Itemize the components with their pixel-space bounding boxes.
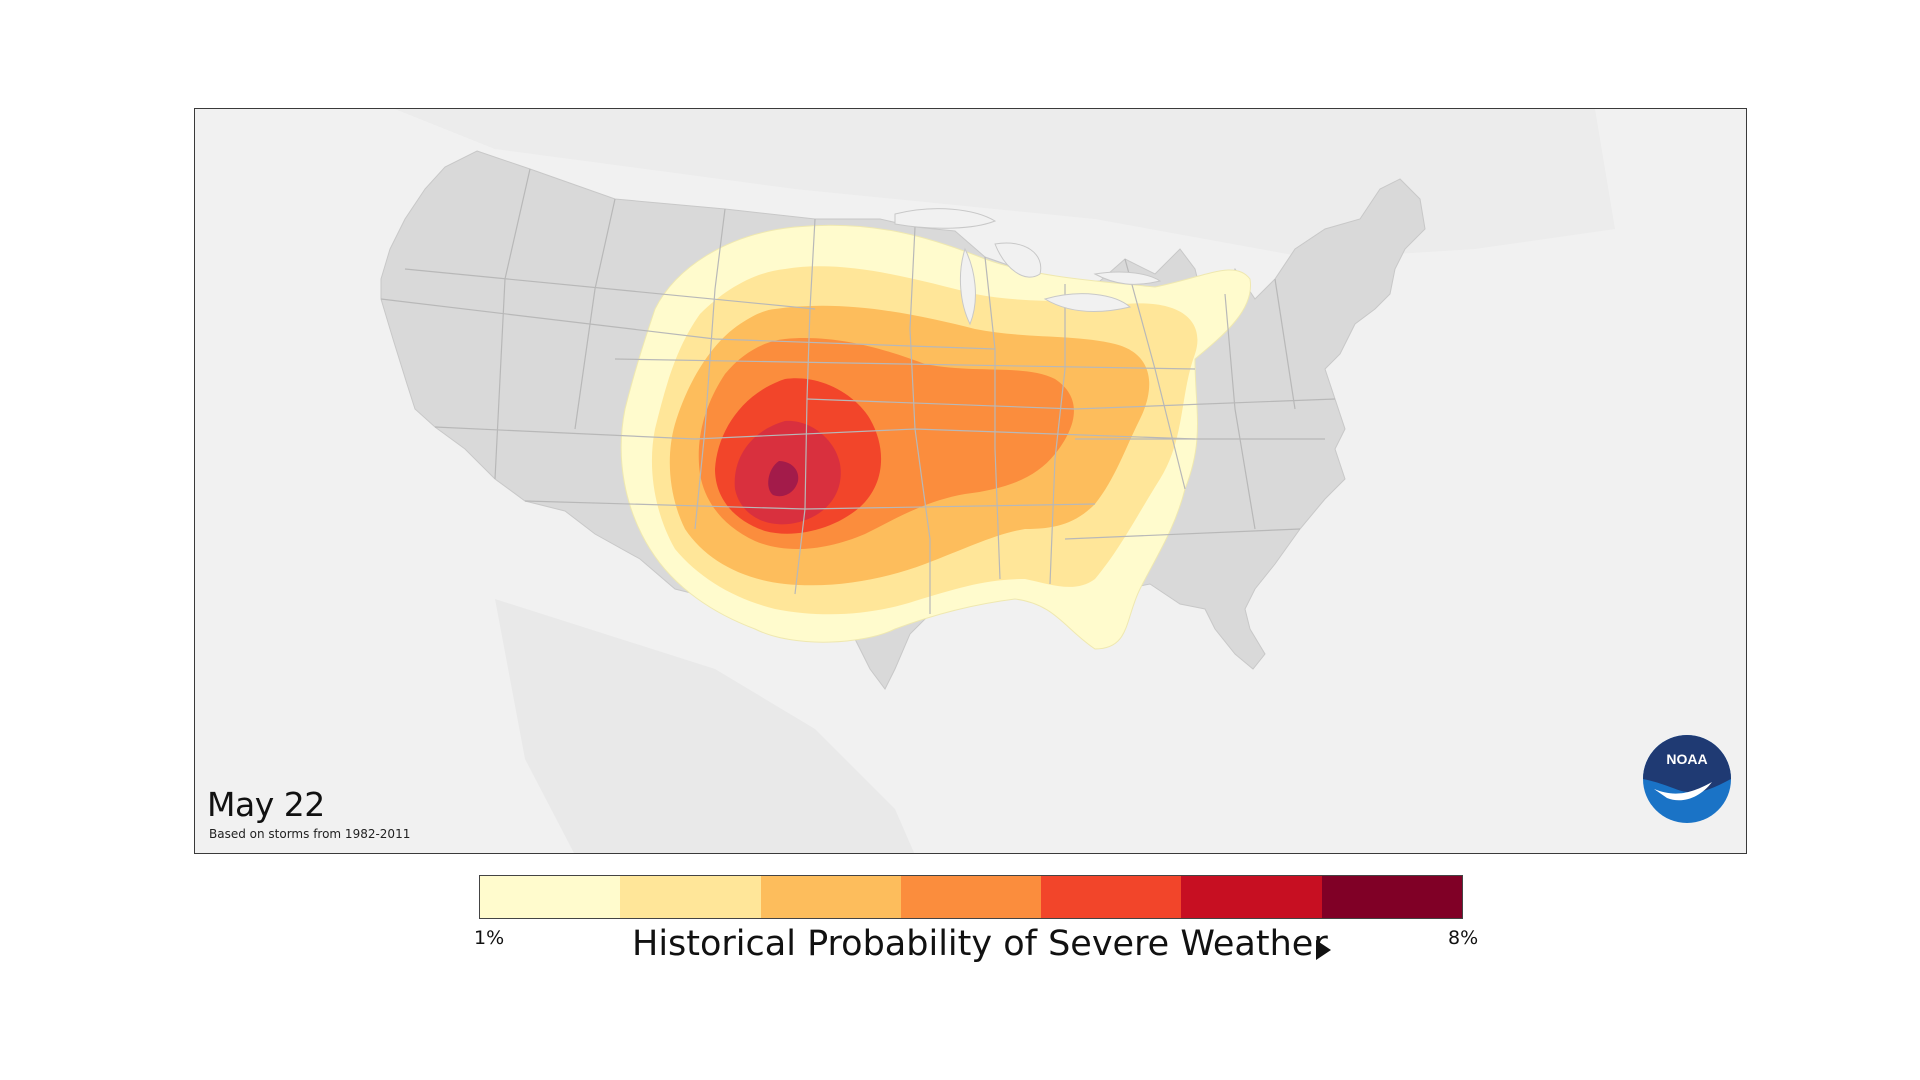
probability-legend-bar (479, 875, 1463, 919)
map-date: May 22 (207, 785, 325, 824)
legend-swatch-3 (760, 876, 901, 918)
contour-7pct (768, 461, 799, 497)
legend-swatch-4 (900, 876, 1042, 918)
state-borders (380, 168, 1336, 614)
noaa-logo: NOAA (1643, 735, 1731, 823)
legend-title: Historical Probability of Severe Weather (632, 924, 1328, 964)
us-probability-map (195, 109, 1746, 853)
legend-swatch-5 (1041, 876, 1182, 918)
triangle-right-icon[interactable] (1316, 940, 1331, 960)
legend-swatch-7 (1321, 876, 1462, 918)
legend-swatch-6 (1181, 876, 1322, 918)
legend-min-label: 1% (474, 927, 505, 949)
great-lakes (894, 208, 1162, 326)
canada-landmass (395, 109, 1615, 259)
map-frame: May 22 Based on storms from 1982-2011 NO… (194, 108, 1747, 854)
noaa-logo-text: NOAA (1666, 751, 1707, 767)
legend-max-label: 8% (1448, 927, 1479, 949)
source-note: Based on storms from 1982-2011 (209, 827, 411, 841)
legend-swatch-1 (480, 876, 621, 918)
mexico-landmass (495, 599, 915, 853)
legend-swatch-2 (620, 876, 761, 918)
